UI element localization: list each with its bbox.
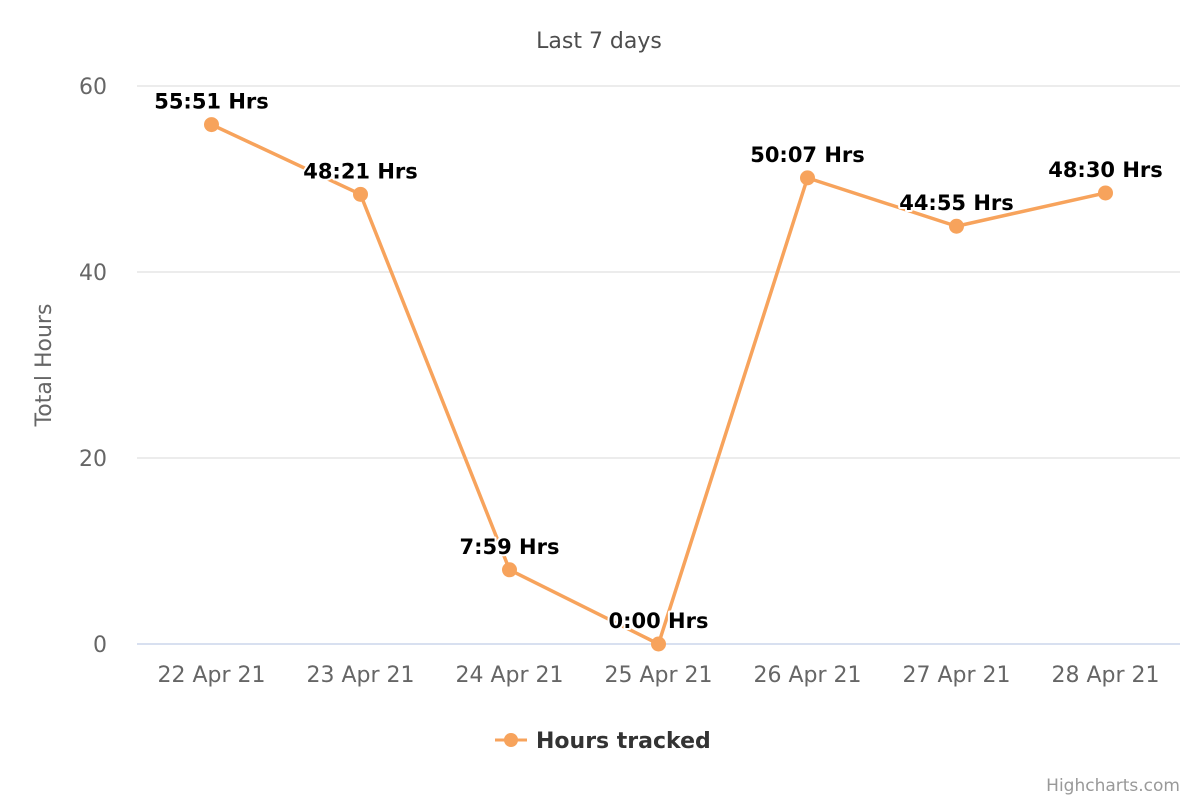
x-tick-label: 26 Apr 21 <box>753 663 861 688</box>
chart-title: Last 7 days <box>536 29 662 54</box>
y-axis-title: Total Hours <box>32 304 57 428</box>
data-label: 55:51 Hrs <box>154 90 269 114</box>
series-hours-tracked <box>204 117 1113 652</box>
data-point[interactable] <box>949 218 964 234</box>
x-tick-label: 27 Apr 21 <box>902 663 1010 688</box>
y-tick-label: 40 <box>79 261 107 286</box>
data-point[interactable] <box>204 117 219 133</box>
data-label: 7:59 Hrs <box>460 535 560 559</box>
data-label: 50:07 Hrs <box>750 143 865 167</box>
data-point[interactable] <box>800 170 815 186</box>
data-point[interactable] <box>651 636 666 652</box>
credits-link[interactable]: Highcharts.com <box>1046 776 1180 796</box>
x-tick-label: 25 Apr 21 <box>604 663 712 688</box>
data-label: 0:00 Hrs <box>609 609 709 633</box>
x-tick-label: 28 Apr 21 <box>1051 663 1159 688</box>
y-tick-label: 20 <box>79 447 107 472</box>
x-tick-label: 24 Apr 21 <box>455 663 563 688</box>
x-tick-label: 22 Apr 21 <box>157 663 265 688</box>
y-tick-label: 60 <box>79 75 107 100</box>
legend-point-marker <box>504 733 518 747</box>
y-tick-label: 0 <box>93 633 107 658</box>
data-point[interactable] <box>353 186 368 202</box>
grid-lines <box>137 85 1180 459</box>
y-axis-tick-labels: 0 20 40 60 <box>79 75 107 658</box>
legend[interactable]: Hours tracked <box>495 729 711 754</box>
data-label: 48:30 Hrs <box>1048 158 1163 182</box>
x-tick-label: 23 Apr 21 <box>306 663 414 688</box>
data-point[interactable] <box>502 562 517 578</box>
data-label: 44:55 Hrs <box>899 191 1014 215</box>
x-axis-tick-labels: 22 Apr 21 23 Apr 21 24 Apr 21 25 Apr 21 26 A… <box>157 663 1159 688</box>
data-point[interactable] <box>1098 185 1113 201</box>
legend-item-hours-tracked[interactable]: Hours tracked <box>536 729 711 754</box>
data-label: 48:21 Hrs <box>303 159 418 183</box>
data-labels: 55:51 Hrs 48:21 Hrs 7:59 Hrs 0:00 Hrs 50:07 … <box>152 88 1165 635</box>
